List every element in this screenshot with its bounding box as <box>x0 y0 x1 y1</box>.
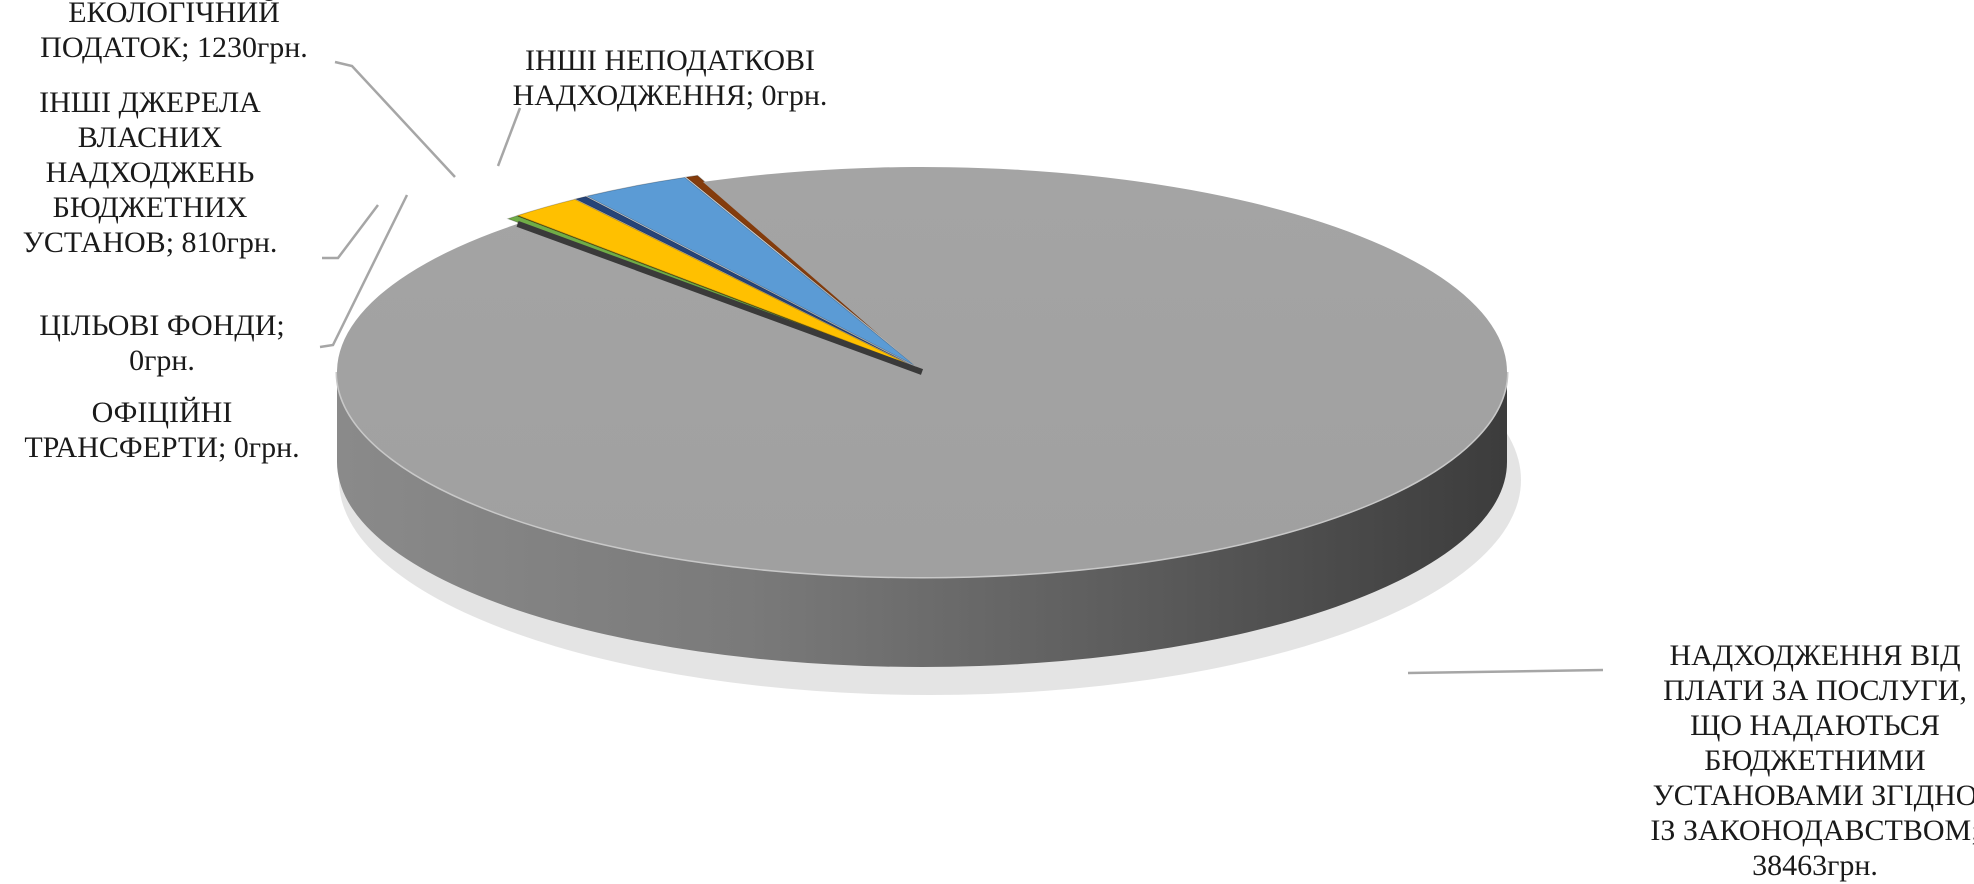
data-label-line: НАДХОДЖЕНЬ <box>46 156 255 189</box>
data-label-other-non-tax-revenues: ІНШІ НЕПОДАТКОВІ НАДХОДЖЕННЯ; 0грн. <box>513 44 828 112</box>
data-label-line: ЦІЛЬОВІ ФОНДИ; <box>39 309 285 342</box>
data-label-line: ІНШІ НЕПОДАТКОВІ <box>525 44 815 77</box>
data-label-line: ПОДАТОК; 1230грн. <box>40 31 308 64</box>
leader-line-target-funds <box>319 194 409 349</box>
slice-ecological-tax <box>585 176 916 367</box>
slice-other-non-tax-revenues <box>684 174 917 366</box>
data-label-ecological-tax: ЕКОЛОГІЧНИЙ ПОДАТОК; 1230грн. <box>40 0 308 64</box>
data-label-line: НАДХОДЖЕННЯ; 0грн. <box>513 79 828 112</box>
data-label-line: БЮДЖЕТНИХ <box>53 191 248 224</box>
data-label-line: 0грн. <box>129 344 195 377</box>
leader-line-other-non-tax-revenues <box>496 107 522 167</box>
data-label-line: ТРАНСФЕРТИ; 0грн. <box>24 431 299 464</box>
data-label-line: ВЛАСНИХ <box>78 121 223 154</box>
data-label-services: НАДХОДЖЕННЯ ВІД ПЛАТИ ЗА ПОСЛУГИ, ЩО НАДАЮ… <box>1650 639 1974 882</box>
data-label-target-funds: ЦІЛЬОВІ ФОНДИ; 0грн. <box>39 309 285 377</box>
data-label-line: УСТАНОВ; 810грн. <box>23 226 278 259</box>
data-label-line: ОФІЦІЙНІ <box>92 396 233 429</box>
data-label-line: ЩО НАДАЮТЬСЯ <box>1690 709 1940 742</box>
leader-line-ecological-tax <box>334 60 456 178</box>
data-label-official-transfers: ОФІЦІЙНІ ТРАНСФЕРТИ; 0грн. <box>24 396 299 464</box>
data-label-line: НАДХОДЖЕННЯ ВІД <box>1669 639 1960 672</box>
data-label-line: ІНШІ ДЖЕРЕЛА <box>39 86 261 119</box>
slice-other-own-revenues <box>516 198 914 368</box>
slice-target-funds <box>574 196 915 367</box>
data-label-line: УСТАНОВАМИ ЗГІДНО <box>1653 779 1974 812</box>
leader-line-other-own-revenues <box>322 204 379 260</box>
slice-side-services <box>337 372 1507 667</box>
slice-edge <box>516 221 924 375</box>
data-label-line: 38463грн. <box>1752 849 1878 882</box>
data-label-other-own-revenues: ІНШІ ДЖЕРЕЛА ВЛАСНИХ НАДХОДЖЕНЬ БЮДЖЕТНИХ УС… <box>23 86 278 259</box>
data-label-line: ЕКОЛОГІЧНИЙ <box>68 0 280 29</box>
leader-line-services <box>1407 668 1604 675</box>
data-label-line: БЮДЖЕТНИМИ <box>1704 744 1925 777</box>
data-label-line: ПЛАТИ ЗА ПОСЛУГИ, <box>1663 674 1967 707</box>
data-label-line: ІЗ ЗАКОНОДАВСТВОМ; <box>1650 814 1974 847</box>
